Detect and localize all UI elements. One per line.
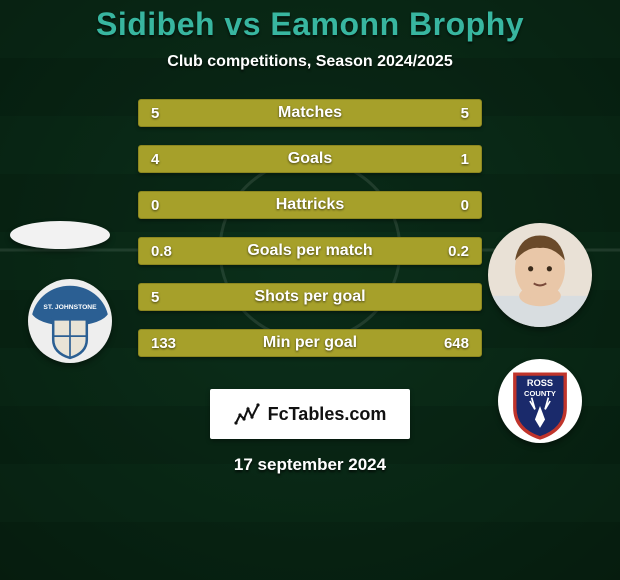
stat-bar: 4 Goals 1 (138, 145, 482, 173)
stat-label: Shots per goal (139, 288, 481, 306)
fctables-logo-icon (234, 403, 260, 425)
stat-bars: 5 Matches 5 4 Goals 1 0 Hattricks 0 0.8 … (138, 99, 482, 357)
branding-text: FcTables.com (268, 404, 387, 425)
stat-bar: 5 Matches 5 (138, 99, 482, 127)
stat-left-value: 5 (151, 289, 159, 306)
stat-left-value: 133 (151, 335, 176, 352)
svg-text:ST. JOHNSTONE: ST. JOHNSTONE (43, 304, 97, 311)
branding-box: FcTables.com (210, 389, 410, 439)
stat-left-value: 0 (151, 197, 159, 214)
stat-label: Hattricks (139, 196, 481, 214)
stat-right-value: 648 (444, 335, 469, 352)
svg-text:COUNTY: COUNTY (524, 389, 556, 398)
stat-label: Goals (139, 150, 481, 168)
stat-label: Min per goal (139, 334, 481, 352)
comparison-subtitle: Club competitions, Season 2024/2025 (167, 53, 452, 71)
stat-bar: 5 Shots per goal (138, 283, 482, 311)
stat-label: Matches (139, 104, 481, 122)
st-johnstone-crest-icon: ST. JOHNSTONE (28, 279, 112, 363)
snapshot-date: 17 september 2024 (234, 455, 386, 475)
right-player-avatar (488, 223, 592, 327)
stat-bar: 0.8 Goals per match 0.2 (138, 237, 482, 265)
stat-right-value: 5 (461, 105, 469, 122)
stat-right-value: 0 (461, 197, 469, 214)
stat-bar: 0 Hattricks 0 (138, 191, 482, 219)
stat-left-value: 5 (151, 105, 159, 122)
stat-left-value: 0.8 (151, 243, 172, 260)
svg-text:ROSS: ROSS (527, 378, 553, 388)
player-face-icon (488, 223, 592, 327)
comparison-title: Sidibeh vs Eamonn Brophy (96, 6, 524, 43)
ross-county-crest-icon: ROSS COUNTY (498, 359, 582, 443)
left-club-crest: ST. JOHNSTONE (28, 279, 112, 363)
stat-left-value: 4 (151, 151, 159, 168)
stat-label: Goals per match (139, 242, 481, 260)
stat-right-value: 0.2 (448, 243, 469, 260)
comparison-middle: ST. JOHNSTONE (0, 99, 620, 369)
left-player-avatar (10, 221, 110, 249)
stat-right-value: 1 (461, 151, 469, 168)
right-club-crest: ROSS COUNTY (498, 359, 582, 443)
stat-bar: 133 Min per goal 648 (138, 329, 482, 357)
